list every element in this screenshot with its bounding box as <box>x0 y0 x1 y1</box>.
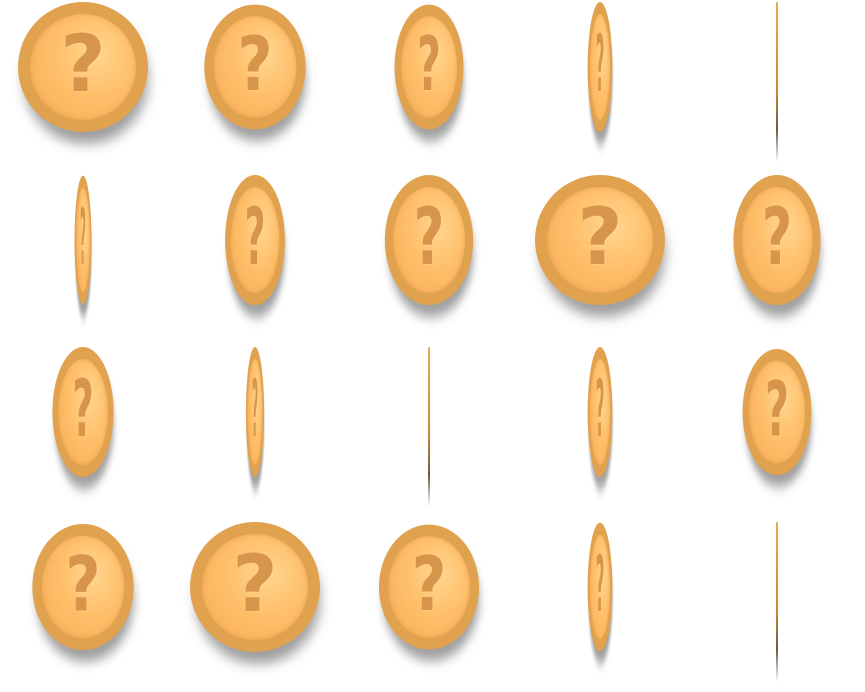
coin-frame: ? <box>18 175 148 325</box>
coin-edge <box>776 2 778 162</box>
question-mark-icon: ? <box>595 20 605 110</box>
question-mark-icon: ? <box>237 21 273 109</box>
coin-frame: ? <box>535 175 665 325</box>
question-mark-icon: ? <box>65 541 101 629</box>
coin-face <box>748 360 806 464</box>
coin-frame: ? <box>190 2 320 152</box>
question-mark-icon: ? <box>80 193 86 283</box>
coin-frame <box>364 347 494 507</box>
coin-frame: ? <box>364 2 494 152</box>
coin-face <box>400 16 458 118</box>
coin-icon: ? <box>190 522 320 664</box>
question-mark-icon: ? <box>60 20 106 110</box>
coin-frame: ? <box>190 347 320 497</box>
coin-frame: ? <box>535 2 665 152</box>
coin-face <box>741 187 813 293</box>
coin-frame: ? <box>364 522 494 672</box>
coin-face <box>213 16 297 118</box>
coin-frame: ? <box>364 175 494 325</box>
coin-icon: ? <box>587 2 613 144</box>
coin-frame: ? <box>712 175 842 325</box>
coin-icon: ? <box>587 522 613 664</box>
question-mark-icon: ? <box>595 365 605 455</box>
question-mark-icon: ? <box>72 365 94 455</box>
coin-icon: ? <box>204 4 306 141</box>
coin-icon: ? <box>733 175 821 317</box>
question-mark-icon: ? <box>417 21 441 109</box>
coin-frame <box>712 522 842 682</box>
coin-icon: ? <box>18 2 148 144</box>
coin-icon: ? <box>74 175 92 317</box>
coin-frame: ? <box>535 347 665 497</box>
coin-face <box>547 187 653 293</box>
coin-face <box>41 535 125 639</box>
coin-frame: ? <box>712 347 842 497</box>
coin-frame: ? <box>18 522 148 672</box>
coin-face <box>76 187 90 293</box>
question-mark-icon: ? <box>761 193 793 283</box>
coin-icon: ? <box>742 348 812 487</box>
coin-face <box>230 187 280 293</box>
question-mark-icon: ? <box>251 365 259 455</box>
coin-face <box>202 534 308 640</box>
coin-edge <box>776 522 778 682</box>
coin-frame: ? <box>190 522 320 672</box>
coin-icon: ? <box>535 175 665 317</box>
coin-face <box>589 359 611 465</box>
coin-face <box>388 536 470 638</box>
coin-face <box>30 14 136 120</box>
coin-frame <box>712 2 842 162</box>
coin-face <box>392 187 466 293</box>
question-mark-icon: ? <box>411 541 447 629</box>
question-mark-icon: ? <box>232 540 278 630</box>
question-mark-icon: ? <box>765 366 789 454</box>
coin-icon: ? <box>394 4 464 141</box>
coin-face <box>247 359 263 465</box>
coin-icon: ? <box>52 347 114 489</box>
coin-icon: ? <box>378 524 480 661</box>
coin-icon: ? <box>245 347 265 489</box>
coin-icon: ? <box>32 523 134 662</box>
question-mark-icon: ? <box>577 193 623 283</box>
coin-icon: ? <box>225 175 285 317</box>
coin-icon: ? <box>384 175 474 317</box>
question-mark-icon: ? <box>244 193 266 283</box>
coin-frame: ? <box>535 522 665 672</box>
coin-face <box>589 14 611 120</box>
coin-face <box>589 534 611 640</box>
coin-icon: ? <box>587 347 613 489</box>
coin-frame: ? <box>18 2 148 152</box>
coin-frame: ? <box>190 175 320 325</box>
coin-edge <box>428 347 430 507</box>
question-mark-icon: ? <box>595 540 605 630</box>
coin-face <box>58 359 108 465</box>
question-mark-icon: ? <box>413 193 445 283</box>
coin-frame: ? <box>18 347 148 497</box>
